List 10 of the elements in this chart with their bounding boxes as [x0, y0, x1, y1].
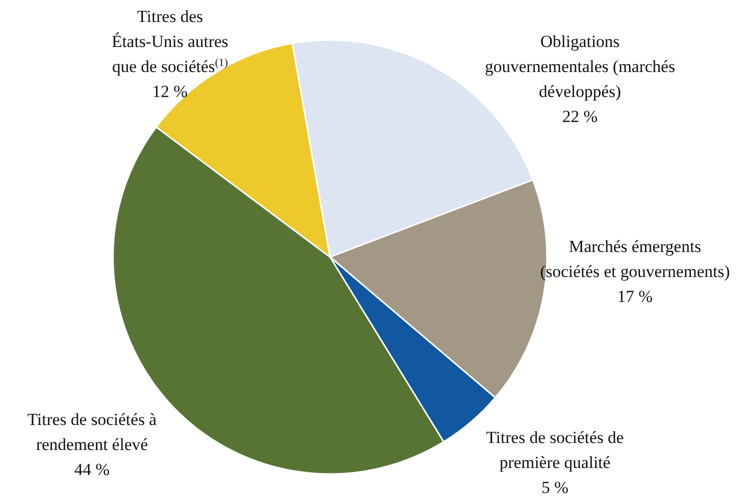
- data-label: 17 %: [617, 287, 653, 306]
- data-label: 12 %: [152, 82, 188, 101]
- data-label: 5 %: [542, 478, 568, 497]
- data-label: 22 %: [562, 107, 598, 126]
- slice-label: Titres des États-Unis autres que de sociétés$^{(1)}$: [112, 7, 228, 76]
- data-label: 44 %: [74, 460, 110, 479]
- slice-label: Obligations gouvernementales (marchés développés): [484, 32, 676, 101]
- slice-label: Titres de sociétés de première qualité: [486, 428, 624, 472]
- slice-label: Titres de sociétés à rendement élevé: [27, 410, 158, 454]
- slice-label: Marchés émergents (sociétés et gouvernements): [540, 237, 730, 281]
